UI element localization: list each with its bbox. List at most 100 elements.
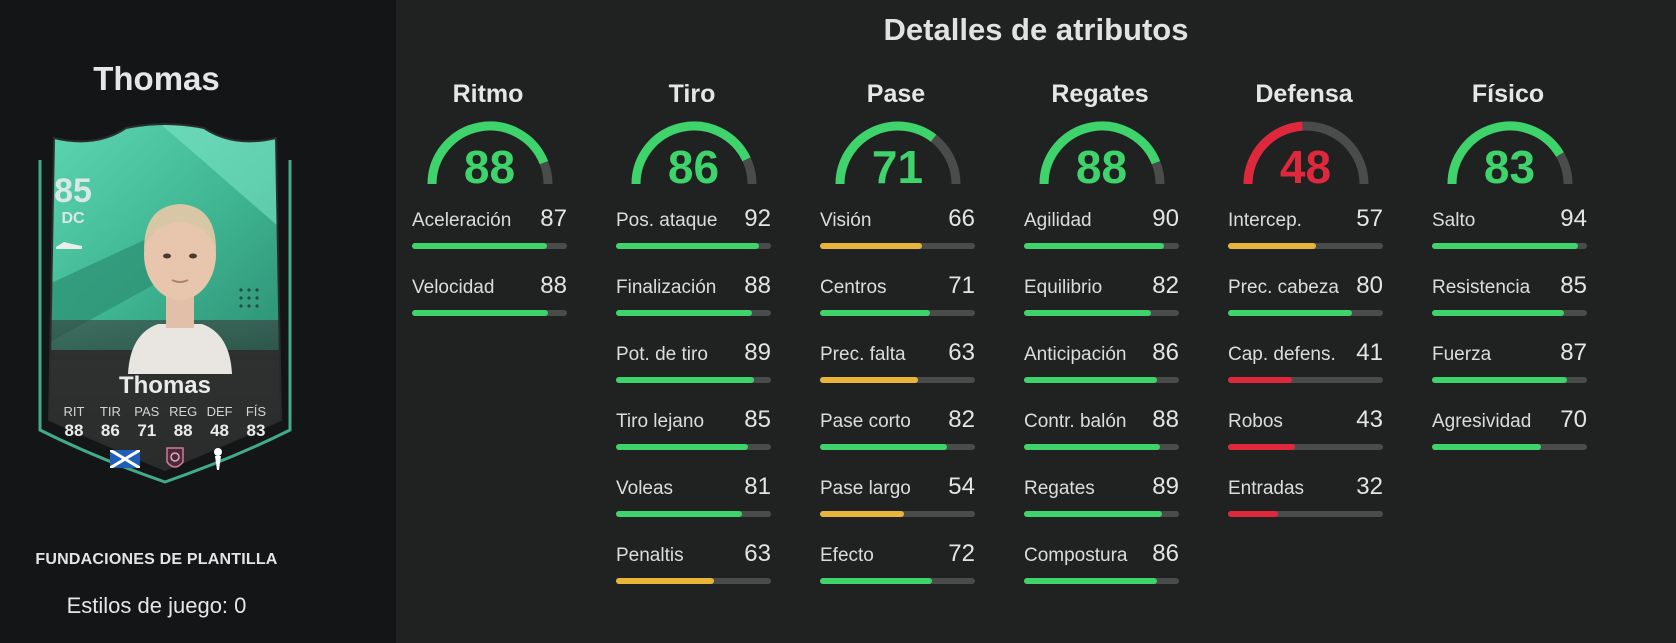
category-value: 83 bbox=[1483, 141, 1536, 193]
stat-bar-fill bbox=[1432, 377, 1567, 383]
stat-value: 32 bbox=[1356, 473, 1383, 500]
stat-bar bbox=[820, 578, 975, 584]
card-stat-value: 88 bbox=[64, 421, 84, 440]
stat-name: Compostura bbox=[1024, 545, 1128, 566]
card-stat-rit: RIT 88 bbox=[58, 404, 90, 441]
stat-bar bbox=[1228, 511, 1383, 517]
stat-bar bbox=[1024, 444, 1179, 450]
player-card[interactable]: 85 DC Thomas RIT 88 TIR 86 PAS 71 REG 88 DEF 48 FÍ… bbox=[36, 120, 294, 490]
stat-name: Pos. ataque bbox=[616, 210, 718, 231]
attribute-column-2: Pase 71 Visión 66 Centros 71 Prec. falta 63 Pase… bbox=[820, 80, 975, 612]
stat-name: Robos bbox=[1228, 411, 1283, 432]
stat-bar bbox=[616, 377, 771, 383]
gauge-fill bbox=[427, 121, 548, 185]
category-gauge: 83 bbox=[1444, 118, 1576, 193]
category-title: Defensa bbox=[1255, 80, 1353, 108]
stat-bar bbox=[616, 243, 771, 249]
stat-bar-fill bbox=[412, 243, 547, 249]
stat-value: 66 bbox=[948, 205, 975, 232]
stat-row: Compostura 86 bbox=[1024, 540, 1179, 612]
stat-bar bbox=[412, 243, 567, 249]
stat-name: Prec. falta bbox=[820, 344, 906, 365]
card-stat-value: 88 bbox=[173, 421, 193, 440]
stat-bar-fill bbox=[1432, 310, 1564, 316]
category-value: 48 bbox=[1279, 141, 1332, 193]
stat-value: 57 bbox=[1356, 205, 1383, 232]
stat-row: Agilidad 90 bbox=[1024, 205, 1179, 277]
stat-bar bbox=[1228, 377, 1383, 383]
stat-value: 87 bbox=[540, 205, 567, 232]
stat-value: 72 bbox=[948, 540, 975, 567]
stat-row: Efecto 72 bbox=[820, 540, 975, 612]
attribute-column-1: Tiro 86 Pos. ataque 92 Finalización 88 Pot. de… bbox=[616, 80, 771, 612]
category-value: 88 bbox=[1075, 141, 1128, 193]
card-stat-label: FÍS bbox=[245, 404, 267, 419]
stat-value: 63 bbox=[948, 339, 975, 366]
stat-row: Penaltis 63 bbox=[616, 540, 771, 612]
stat-bar-fill bbox=[820, 444, 948, 450]
playstyles-count: Estilos de juego: 0 bbox=[66, 593, 247, 618]
stat-bar bbox=[616, 511, 771, 517]
card-stat-def: DEF 48 bbox=[204, 404, 236, 441]
stat-bar bbox=[1432, 444, 1587, 450]
stat-bar bbox=[616, 310, 771, 316]
stat-bar bbox=[1024, 578, 1179, 584]
stat-value: 82 bbox=[948, 406, 975, 433]
attributes-title: Detalles de atributos bbox=[883, 12, 1189, 47]
stat-row: Pase largo 54 bbox=[820, 473, 975, 545]
wsl-league-icon bbox=[165, 446, 185, 477]
stat-name: Penaltis bbox=[616, 545, 684, 566]
category-gauge: 88 bbox=[1036, 118, 1168, 193]
stat-row: Tiro lejano 85 bbox=[616, 406, 771, 478]
stat-value: 88 bbox=[744, 272, 771, 299]
stat-value: 70 bbox=[1560, 406, 1587, 433]
gauge-fill bbox=[1447, 121, 1564, 185]
stat-value: 88 bbox=[1152, 406, 1179, 433]
category-title: Físico bbox=[1471, 80, 1545, 108]
stat-row: Pot. de tiro 89 bbox=[616, 339, 771, 411]
category-title: Regates bbox=[1051, 80, 1149, 108]
attribute-column-0: Ritmo 88 Aceleración 87 Velocidad 88 bbox=[412, 80, 567, 344]
stat-bar-fill bbox=[616, 377, 754, 383]
stat-row: Velocidad 88 bbox=[412, 272, 567, 344]
stat-name: Regates bbox=[1024, 478, 1095, 499]
stat-value: 80 bbox=[1356, 272, 1383, 299]
stat-value: 86 bbox=[1152, 339, 1179, 366]
category-title: Ritmo bbox=[452, 80, 524, 108]
stat-bar bbox=[1024, 511, 1179, 517]
stat-bar-fill bbox=[1024, 243, 1164, 249]
stat-row: Robos 43 bbox=[1228, 406, 1383, 478]
stat-row: Pase corto 82 bbox=[820, 406, 975, 478]
stat-bar bbox=[1432, 243, 1587, 249]
stat-row: Aceleración 87 bbox=[412, 205, 567, 277]
stat-bar-fill bbox=[820, 243, 923, 249]
stat-bar-fill bbox=[412, 310, 549, 316]
stat-list: Pos. ataque 92 Finalización 88 Pot. de tiro 8… bbox=[616, 205, 771, 612]
stat-name: Aceleración bbox=[412, 210, 512, 231]
stat-row: Pos. ataque 92 bbox=[616, 205, 771, 277]
category-gauge: 88 bbox=[424, 118, 556, 193]
attribute-column-4: Defensa 48 Intercep. 57 Prec. cabeza 80 Cap. d… bbox=[1228, 80, 1383, 545]
stat-bar bbox=[1228, 310, 1383, 316]
stat-bar-fill bbox=[820, 511, 904, 517]
stat-value: 43 bbox=[1356, 406, 1383, 433]
category-value: 88 bbox=[463, 141, 516, 193]
stat-bar bbox=[616, 444, 771, 450]
card-badges bbox=[109, 446, 226, 477]
stat-bar bbox=[1228, 444, 1383, 450]
stat-bar-fill bbox=[616, 310, 753, 316]
stat-list: Agilidad 90 Equilibrio 82 Anticipación 86 Cont… bbox=[1024, 205, 1179, 612]
stat-name: Entradas bbox=[1228, 478, 1305, 499]
stat-name: Visión bbox=[820, 210, 872, 231]
attributes-panel: Detalles de atributos Ritmo 88 Aceleración… bbox=[396, 0, 1676, 643]
stat-list: Aceleración 87 Velocidad 88 bbox=[412, 205, 567, 344]
stat-bar-fill bbox=[1228, 243, 1317, 249]
stat-value: 88 bbox=[540, 272, 567, 299]
card-stat-reg: REG 88 bbox=[167, 404, 199, 441]
stat-bar-fill bbox=[1228, 444, 1295, 450]
stat-bar-fill bbox=[1432, 444, 1541, 450]
stat-bar bbox=[616, 578, 771, 584]
stat-bar bbox=[1024, 243, 1179, 249]
stat-value: 87 bbox=[1560, 339, 1587, 366]
gauge-fill bbox=[1039, 121, 1160, 185]
